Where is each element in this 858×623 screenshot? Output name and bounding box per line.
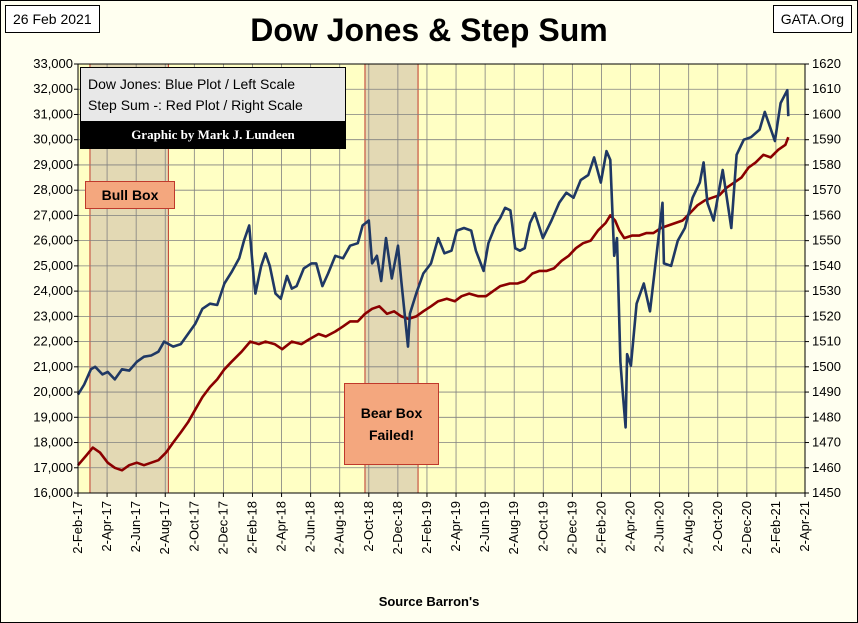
x-tick-label: 2-Aug-19 xyxy=(506,501,521,554)
y-left-tick-label: 27,000 xyxy=(33,207,73,222)
y-left-tick-label: 23,000 xyxy=(33,308,73,323)
y-left-tick-label: 19,000 xyxy=(33,409,73,424)
x-tick-label: 2-Feb-21 xyxy=(768,501,783,554)
date-label: 26 Feb 2021 xyxy=(5,5,100,33)
dow-jones-line xyxy=(76,88,790,429)
x-tick-label: 2-Jun-19 xyxy=(477,501,492,552)
legend-credit: Graphic by Mark J. Lundeen xyxy=(81,121,345,148)
plot-border xyxy=(77,63,806,494)
x-axis-title: Source Barron's xyxy=(378,594,480,609)
y-left-tick-label: 25,000 xyxy=(33,258,73,273)
source-label: GATA.Org xyxy=(772,5,852,33)
y-right-tick-label: 1470 xyxy=(812,435,841,450)
y-right-tick-label: 1510 xyxy=(812,334,841,349)
y-right-tick-label: 1480 xyxy=(812,409,841,424)
x-tick-label: 2-Dec-17 xyxy=(215,501,230,554)
x-tick-label: 2-Dec-20 xyxy=(739,501,754,554)
y-left-tick-label: 29,000 xyxy=(33,157,73,172)
y-left-tick-label: 30,000 xyxy=(33,132,73,147)
y-left-tick-label: 18,000 xyxy=(33,435,73,450)
y-left-tick-label: 32,000 xyxy=(33,81,73,96)
x-tick-label: 2-Oct-18 xyxy=(361,501,376,552)
x-tick-label: 2-Apr-17 xyxy=(99,501,114,552)
bear-box-annotation: Bear Box Failed! xyxy=(344,383,439,465)
y-right-tick-label: 1600 xyxy=(812,106,841,121)
y-right-tick-label: 1450 xyxy=(812,485,841,500)
legend-step-sum-entry: Step Sum -: Red Plot / Right Scale xyxy=(88,97,303,113)
x-tick-label: 2-Jun-17 xyxy=(128,501,143,552)
y-right-tick-label: 1550 xyxy=(812,233,841,248)
y-right-tick-label: 1580 xyxy=(812,157,841,172)
bear-box-line2: Failed! xyxy=(368,427,415,443)
legend-dow-entry: Dow Jones: Blue Plot / Left Scale xyxy=(88,76,295,92)
y-right-tick-label: 1530 xyxy=(812,283,841,298)
y-right-tick-label: 1460 xyxy=(812,460,841,475)
x-tick-label: 2-Oct-19 xyxy=(535,501,550,552)
x-tick-label: 2-Feb-20 xyxy=(593,501,608,554)
x-tick-label: 2-Aug-20 xyxy=(681,501,696,554)
y-right-tick-label: 1560 xyxy=(812,207,841,222)
y-left-tick-label: 16,000 xyxy=(33,485,73,500)
x-tick-label: 2-Feb-17 xyxy=(70,501,85,554)
y-left-tick-label: 33,000 xyxy=(33,56,73,71)
y-left-tick-label: 17,000 xyxy=(33,460,73,475)
step-sum-line xyxy=(77,136,790,472)
x-tick-label: 2-Apr-19 xyxy=(448,501,463,552)
x-tick-label: 2-Aug-17 xyxy=(157,501,172,554)
chart-title: Dow Jones & Step Sum xyxy=(250,12,608,48)
x-tick-label: 2-Feb-19 xyxy=(419,501,434,554)
y-right-tick-label: 1490 xyxy=(812,384,841,399)
legend-box: Dow Jones: Blue Plot / Left Scale Step S… xyxy=(80,67,346,149)
y-left-tick-label: 31,000 xyxy=(33,106,73,121)
x-tick-label: 2-Jun-18 xyxy=(303,501,318,552)
y-right-tick-label: 1620 xyxy=(812,56,841,71)
x-tick-label: 2-Dec-18 xyxy=(390,501,405,554)
y-right-tick-label: 1500 xyxy=(812,359,841,374)
y-left-tick-label: 20,000 xyxy=(33,384,73,399)
x-tick-label: 2-Feb-18 xyxy=(244,501,259,554)
x-tick-label: 2-Jun-20 xyxy=(652,501,667,552)
y-left-tick-label: 28,000 xyxy=(33,182,73,197)
y-left-tick-label: 24,000 xyxy=(33,283,73,298)
x-tick-label: 2-Apr-20 xyxy=(623,501,638,552)
x-tick-label: 2-Oct-20 xyxy=(710,501,725,552)
y-left-tick-label: 22,000 xyxy=(33,334,73,349)
x-tick-label: 2-Apr-21 xyxy=(797,501,812,552)
x-tick-label: 2-Oct-17 xyxy=(186,501,201,552)
bear-box-line1: Bear Box xyxy=(360,405,423,421)
y-right-tick-label: 1570 xyxy=(812,182,841,197)
y-left-tick-label: 21,000 xyxy=(33,359,73,374)
y-right-tick-label: 1590 xyxy=(812,132,841,147)
y-right-tick-label: 1610 xyxy=(812,81,841,96)
x-tick-label: 2-Aug-18 xyxy=(332,501,347,554)
bull-box-annotation: Bull Box xyxy=(85,181,175,209)
y-right-tick-label: 1540 xyxy=(812,258,841,273)
x-tick-label: 2-Dec-19 xyxy=(564,501,579,554)
y-left-tick-label: 26,000 xyxy=(33,233,73,248)
y-right-tick-label: 1520 xyxy=(812,308,841,323)
x-tick-label: 2-Apr-18 xyxy=(274,501,289,552)
